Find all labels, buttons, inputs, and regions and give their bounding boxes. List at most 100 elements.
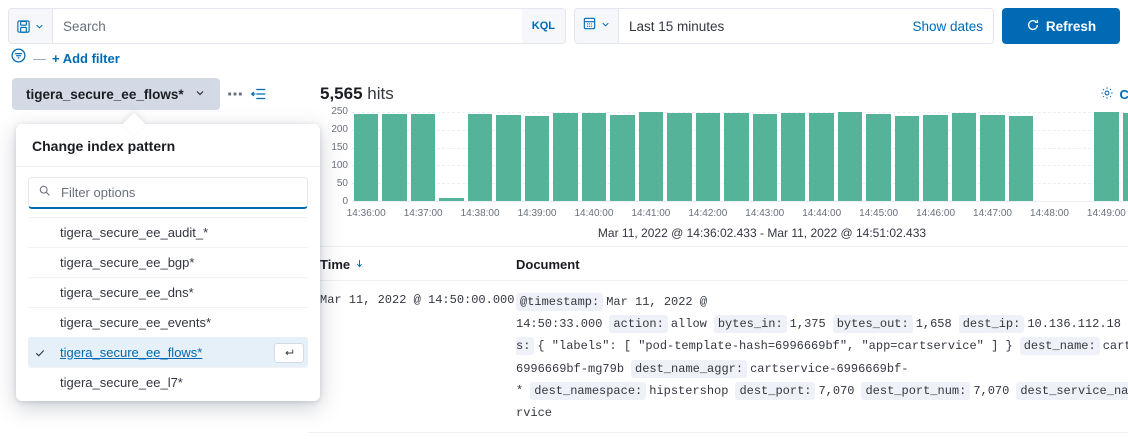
document-field-key: dest_service_name: bbox=[1016, 381, 1128, 400]
document-field-key: @timestamp: bbox=[516, 293, 604, 311]
x-axis-tick: 14:49:00 bbox=[1086, 208, 1126, 219]
filter-list-icon[interactable] bbox=[10, 47, 27, 69]
index-pattern-option-label: tigera_secure_ee_bgp* bbox=[60, 255, 195, 270]
check-icon bbox=[34, 347, 60, 359]
histogram-bar[interactable] bbox=[382, 113, 407, 201]
histogram-bar[interactable] bbox=[667, 112, 692, 201]
x-axis-tick: 14:41:00 bbox=[631, 208, 671, 219]
gridline bbox=[352, 112, 1128, 113]
filter-bar: — + Add filter bbox=[0, 44, 1128, 74]
hits-label: hits bbox=[367, 84, 394, 103]
discover-body: tigera_secure_ee_flows* bbox=[0, 74, 1128, 440]
histogram-bar[interactable] bbox=[553, 113, 578, 201]
collapse-sidebar-icon[interactable] bbox=[250, 85, 268, 103]
histogram-bar[interactable] bbox=[923, 114, 948, 201]
index-pattern-switch-button[interactable]: tigera_secure_ee_flows* bbox=[12, 78, 220, 110]
plot-area bbox=[352, 112, 1128, 202]
histogram-bar[interactable] bbox=[1008, 116, 1034, 201]
histogram-bar[interactable] bbox=[410, 113, 436, 201]
time-range-label: Mar 11, 2022 @ 14:36:02.433 - Mar 11, 20… bbox=[597, 226, 927, 240]
date-quick-select-button[interactable] bbox=[575, 9, 619, 43]
column-header-time[interactable]: Time bbox=[320, 257, 516, 272]
index-pattern-option[interactable]: tigera_secure_ee_dns* bbox=[28, 277, 308, 307]
document-field-value: 7,070 bbox=[973, 383, 1010, 398]
histogram-bar[interactable] bbox=[638, 112, 664, 201]
y-axis-tick: 200 bbox=[331, 124, 348, 135]
date-range-text[interactable]: Last 15 minutes bbox=[629, 18, 725, 34]
histogram-bar[interactable] bbox=[496, 114, 521, 201]
histogram-bar[interactable] bbox=[951, 112, 977, 201]
histogram-bar[interactable] bbox=[353, 113, 379, 201]
document-field-value: cartservice-6996669bf-* bbox=[516, 361, 909, 398]
gear-icon bbox=[1100, 86, 1114, 103]
document-field-key: action: bbox=[609, 315, 668, 334]
x-axis-tick: 14:46:00 bbox=[916, 208, 956, 219]
index-pattern-option[interactable]: tigera_secure_ee_bgp* bbox=[28, 247, 308, 277]
more-horizontal-icon[interactable] bbox=[226, 85, 244, 103]
histogram-bar[interactable] bbox=[695, 113, 721, 201]
chart-options-button[interactable]: Chart options bbox=[1100, 86, 1128, 103]
histogram-bar[interactable] bbox=[780, 113, 806, 201]
document-field-value: cartservice-6996669bf-mg79b bbox=[516, 339, 1128, 376]
index-pattern-option[interactable]: tigera_secure_ee_flows* bbox=[28, 337, 308, 367]
table-row[interactable]: Mar 11, 2022 @ 14:50:00.000 @timestamp: M… bbox=[308, 281, 1128, 434]
index-pattern-option[interactable]: tigera_secure_ee_l7* bbox=[28, 367, 308, 397]
document-field-key: dest_ip: bbox=[958, 315, 1025, 334]
histogram-bar[interactable] bbox=[752, 113, 777, 201]
histogram-bar[interactable] bbox=[610, 114, 635, 201]
histogram-bar[interactable] bbox=[980, 115, 1005, 201]
document-field-value: 1,658 bbox=[915, 317, 952, 332]
y-axis-tick: 50 bbox=[336, 178, 348, 189]
add-filter-button[interactable]: + Add filter bbox=[52, 50, 120, 66]
histogram-bar[interactable] bbox=[894, 116, 920, 201]
histogram-bar[interactable] bbox=[866, 114, 891, 201]
chevron-down-icon bbox=[194, 87, 206, 102]
index-pattern-option-label: tigera_secure_ee_dns* bbox=[60, 285, 194, 300]
x-axis-tick: 14:44:00 bbox=[802, 208, 842, 219]
document-field-key: dest_namespace: bbox=[530, 381, 647, 400]
x-axis-tick: 14:48:00 bbox=[1029, 208, 1069, 219]
search-input[interactable] bbox=[53, 9, 522, 43]
column-header-document[interactable]: Document bbox=[516, 257, 580, 272]
refresh-button[interactable]: Refresh bbox=[1002, 8, 1120, 44]
saved-query-button[interactable] bbox=[9, 9, 53, 43]
histogram-bar[interactable] bbox=[1122, 113, 1128, 201]
histogram-bar[interactable] bbox=[724, 113, 749, 201]
index-pattern-row: tigera_secure_ee_flows* bbox=[8, 74, 300, 110]
filter-options-input[interactable] bbox=[59, 184, 298, 201]
histogram-chart[interactable]: 250 200 150 100 50 0 14:36:00 14:37:00 14:38:00… bbox=[320, 107, 1128, 224]
chevron-down-icon bbox=[34, 21, 45, 32]
histogram-bar[interactable] bbox=[439, 198, 464, 201]
filter-options-box bbox=[28, 177, 308, 209]
index-pattern-option-label: tigera_secure_ee_l7* bbox=[60, 375, 183, 390]
documents-table: Time Document Mar 11, 2022 @ 14:50:00.00… bbox=[308, 246, 1128, 440]
document-field-key: dest_name: bbox=[1019, 337, 1100, 356]
y-axis: 250 200 150 100 50 0 bbox=[320, 107, 350, 207]
x-axis-tick: 14:45:00 bbox=[859, 208, 899, 219]
histogram-bar[interactable] bbox=[524, 116, 550, 201]
y-axis-tick: 150 bbox=[331, 142, 348, 153]
histogram-bar[interactable] bbox=[1094, 112, 1119, 201]
document-field-value: 10.136.112.18 bbox=[1027, 317, 1121, 332]
date-picker-group: Last 15 minutes Show dates bbox=[574, 8, 994, 44]
y-axis-tick: 100 bbox=[331, 160, 348, 171]
time-column-label: Time bbox=[320, 257, 351, 272]
x-axis-tick: 14:36:00 bbox=[346, 208, 386, 219]
histogram-bar[interactable] bbox=[809, 113, 834, 201]
index-pattern-option[interactable]: tigera_secure_ee_events* bbox=[28, 307, 308, 337]
histogram-bar[interactable] bbox=[837, 112, 863, 201]
kql-language-button[interactable]: KQL bbox=[521, 9, 565, 43]
x-axis-tick: 14:37:00 bbox=[403, 208, 443, 219]
document-field-key: bytes_out: bbox=[832, 315, 913, 334]
histogram-bar[interactable] bbox=[581, 112, 607, 201]
document-field-key: bytes_in: bbox=[713, 315, 787, 334]
histogram-bar[interactable] bbox=[467, 113, 493, 201]
search-icon bbox=[38, 184, 51, 202]
show-dates-button[interactable]: Show dates bbox=[912, 18, 983, 34]
document-field-value: allow bbox=[670, 317, 707, 332]
x-axis-tick: 14:42:00 bbox=[688, 208, 728, 219]
hits-count: 5,565 bbox=[320, 84, 363, 103]
index-pattern-option[interactable]: tigera_secure_ee_audit_* bbox=[28, 217, 308, 247]
filter-separator: — bbox=[33, 50, 46, 66]
index-pattern-option-label: tigera_secure_ee_events* bbox=[60, 315, 212, 330]
